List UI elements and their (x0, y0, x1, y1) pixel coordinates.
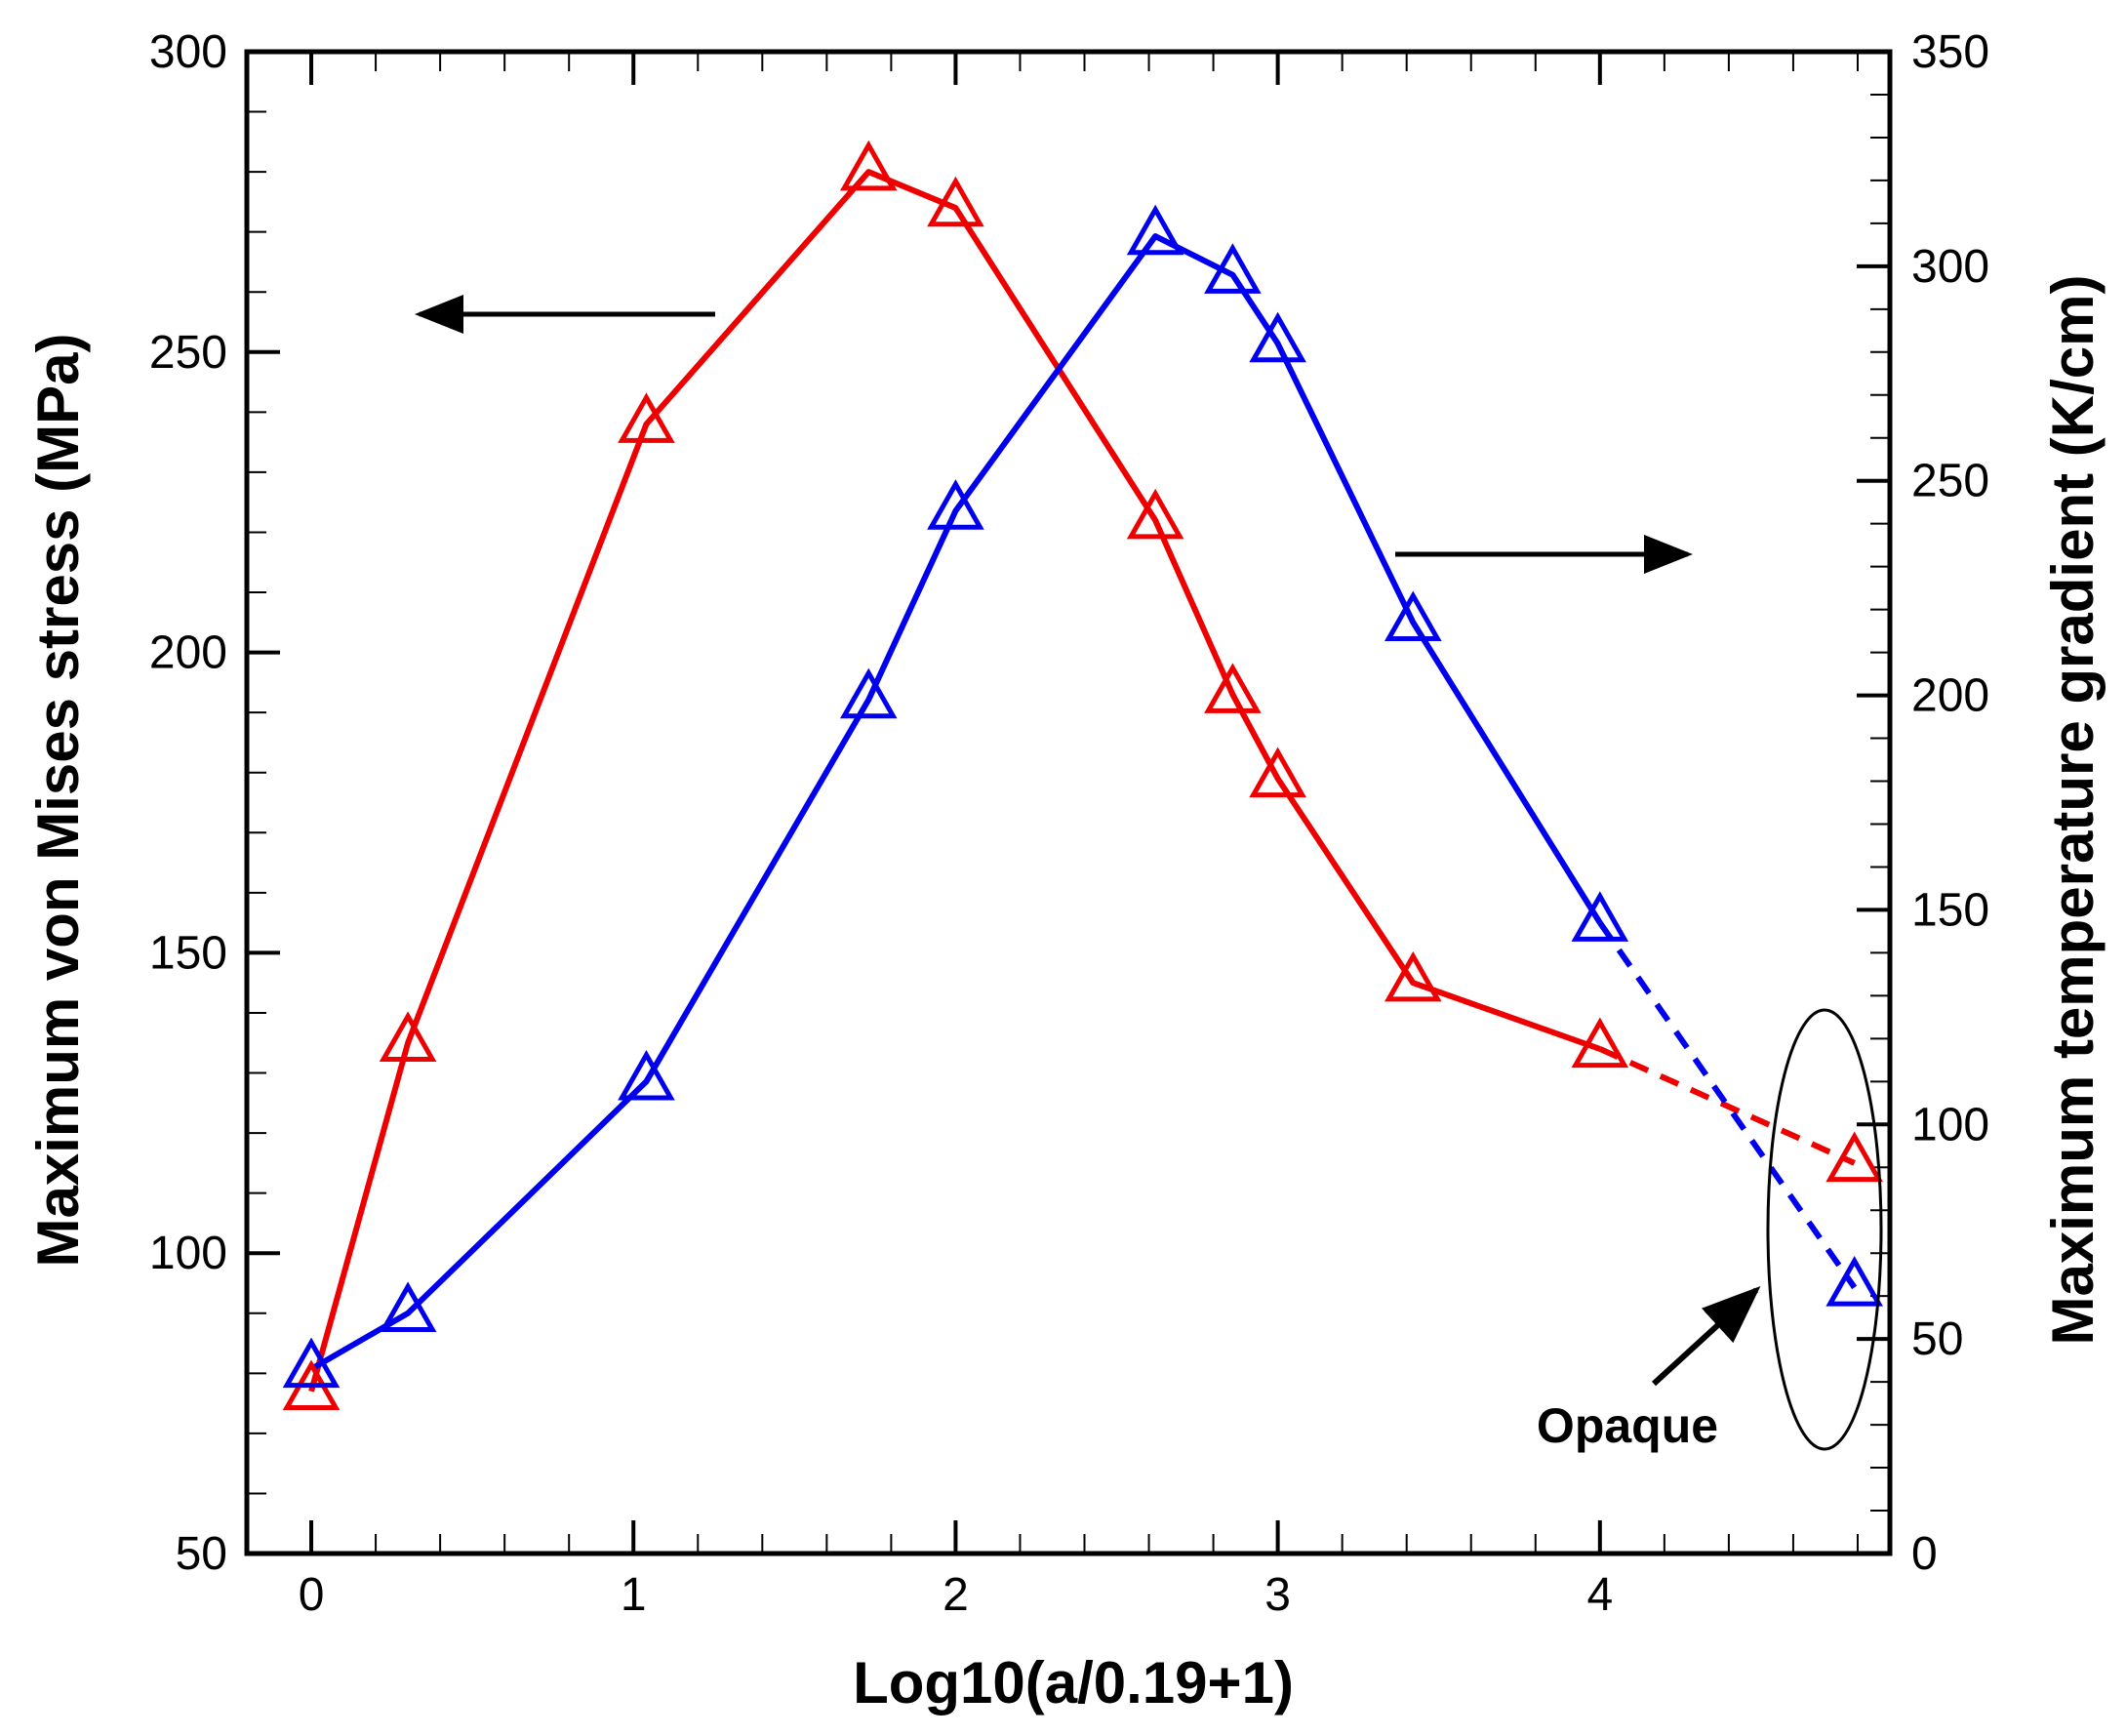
series-1-dashed-line (1597, 920, 1858, 1290)
opaque-ellipse (1766, 1008, 1883, 1451)
series-1-point (1126, 204, 1184, 256)
right-tick-label: 150 (1911, 884, 1989, 936)
series-0-point (1571, 1017, 1629, 1069)
left-tick-label: 200 (149, 627, 227, 679)
right-axis-title: Maximum temperature gradient (K/cm) (2040, 275, 2106, 1346)
left-axis-ticks: 50 100 150 200 250 300 (149, 26, 280, 1580)
x-tick-label: 0 (299, 1569, 325, 1621)
right-tick-label: 0 (1911, 1528, 1938, 1580)
right-tick-label: 300 (1911, 241, 1989, 293)
right-tick-label: 250 (1911, 456, 1989, 507)
series-1-point (839, 667, 898, 719)
left-tick-label: 50 (176, 1528, 227, 1580)
x-axis-ticks: 0 1 2 3 4 (299, 52, 1859, 1621)
series-1-point (1249, 311, 1306, 363)
left-tick-label: 150 (149, 927, 227, 979)
series-0-point (1126, 488, 1184, 540)
right-tick-label: 350 (1911, 26, 1989, 78)
series-0-point (618, 392, 675, 443)
x-tick-label: 4 (1586, 1569, 1613, 1621)
opaque-label: Opaque (1537, 1398, 1718, 1453)
x-axis-title: Log10(a/0.19+1) (853, 1650, 1294, 1716)
right-tick-label: 50 (1911, 1313, 1963, 1365)
right-axis-ticks: 0 50 100 150 200 250 300 350 (1857, 26, 1989, 1580)
x-tick-label: 3 (1264, 1569, 1291, 1621)
right-tick-label: 200 (1911, 670, 1989, 722)
left-tick-label: 250 (149, 327, 227, 379)
series-0-point (379, 1011, 437, 1062)
left-tick-label: 300 (149, 26, 227, 78)
series-1-solid-line (309, 233, 1603, 1372)
series-0-dashed-line (1598, 1046, 1856, 1166)
series-0-point (927, 176, 984, 227)
series-1-point (1825, 1256, 1883, 1307)
series-1-point (1384, 590, 1442, 642)
x-tick-label: 2 (943, 1569, 969, 1621)
series-1-point (927, 479, 984, 530)
series-0-point (1825, 1131, 1883, 1183)
series-1-point (618, 1049, 675, 1101)
series-0-solid-line (308, 169, 1601, 1393)
series-lines (308, 169, 1858, 1393)
series-1-point (282, 1337, 341, 1389)
series-1-point (379, 1281, 437, 1332)
left-tick-label: 100 (149, 1228, 227, 1279)
x-tick-label: 1 (621, 1569, 647, 1621)
series-1-point (1204, 243, 1262, 294)
series-0-point (839, 140, 898, 191)
axes-group (244, 49, 1893, 1556)
series-0-point (1204, 663, 1262, 713)
series-0-point (1384, 950, 1442, 1002)
plot-frame (244, 49, 1893, 1556)
series-1-point (1571, 891, 1629, 942)
series-0-point (1249, 747, 1306, 798)
left-axis-title: Maximum von Mises stress (MPa) (25, 334, 91, 1268)
opaque-pointer-arrow (1651, 1285, 1761, 1387)
right-tick-label: 100 (1911, 1099, 1989, 1151)
series-markers (282, 140, 1883, 1411)
